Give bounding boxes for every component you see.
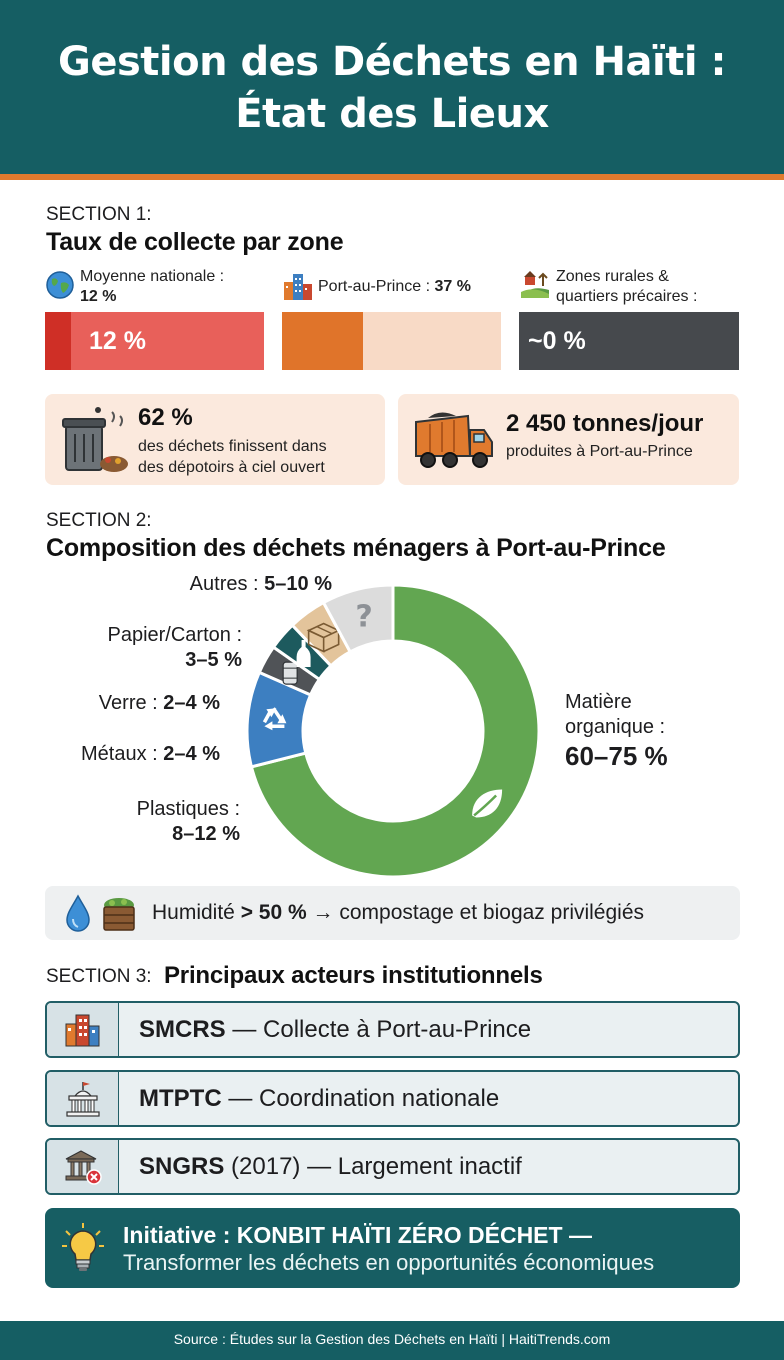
section-1-title: Taux de collecte par zone [46,228,344,256]
actor-mtptc-desc: — Coordination nationale [221,1085,500,1112]
actor-smcrs-desc: — Collecte à Port-au-Prince [225,1016,532,1043]
actor-mtptc-text: MTPTC — Coordination nationale [139,1085,499,1113]
city-icon [284,274,312,300]
label-other-value: 5–10 % [264,573,332,595]
actor-mtptc-acronym: MTPTC [139,1085,222,1112]
actor-icon-box [47,1140,119,1193]
metric-national-heading: Moyenne nationale : 12 % [80,267,224,307]
label-glass: Verre : 2–4 % [20,691,220,716]
actor-row-sngrs: SNGRS (2017) — Largement inactif [45,1138,740,1195]
humidity-text: Humidité > 50 % → compostage et biogaz p… [152,901,644,925]
humidity-value: > 50 % [240,901,307,924]
section-3-label: SECTION 3: [46,966,152,987]
actor-row-mtptc: MTPTC — Coordination nationale [45,1070,740,1127]
title-line-1: Gestion des Déchets en Haïti : [58,39,726,85]
recycle-icon [262,707,287,731]
collection-bar-national-text: 12 % [89,327,146,355]
stat-dumps-desc-line2: des dépotoirs à ciel ouvert [138,459,325,476]
label-other-name: Autres : [189,573,265,595]
label-organic: Matière organique : 60–75 % [565,690,668,772]
actor-smcrs-acronym: SMCRS [139,1016,226,1043]
initiative-title: Initiative : KONBIT HAÏTI ZÉRO DÉCHET — [123,1222,592,1248]
stat-tonnage-value: 2 450 tonnes/jour [506,410,704,437]
label-paper: Papier/Carton : 3–5 % [40,623,242,673]
section-2-title: Composition des déchets ménagers à Port-… [46,534,666,562]
section-3-title: Principaux acteurs institutionnels [164,962,543,989]
actor-row-smcrs: SMCRS — Collecte à Port-au-Prince [45,1001,740,1058]
section-1-label: SECTION 1: [46,204,152,225]
metric-pap-value: 37 % [434,278,471,295]
leaf-icon [472,789,503,818]
section-2-label: SECTION 2: [46,510,152,531]
label-organic-line2: organique : [565,716,666,738]
metric-rural-label-line2: quartiers précaires : [556,288,698,305]
donut-slice-mati-re-organique [249,583,541,879]
header-accent-stripe [0,174,784,180]
label-glass-name: Verre : [98,692,164,714]
label-metal: Métaux : 2–4 % [20,742,220,767]
stat-dumps-desc: des déchets finissent dans des dépotoirs… [138,436,327,478]
water-drop-icon [66,894,90,932]
garbage-truck-icon [415,412,493,468]
composition-donut-chart: ? [245,583,541,879]
footer-bar [0,1321,784,1360]
lightbulb-icon [62,1223,104,1271]
compost-bin-icon [103,898,135,931]
page-title: Gestion des Déchets en Haïti : État des … [0,36,784,140]
humidity-suffix: → compostage et biogaz privilégiés [306,901,645,924]
stat-dumps-desc-line1: des déchets finissent dans [138,438,327,455]
globe-icon [46,271,74,299]
collection-bar-pap [282,312,501,370]
metric-pap-heading: Port-au-Prince : 37 % [318,277,471,297]
actor-icon-box [47,1072,119,1125]
government-building-icon [66,1082,100,1117]
metric-rural-heading: Zones rurales & quartiers précaires : [556,267,697,307]
label-glass-value: 2–4 % [163,692,220,714]
svg-text:?: ? [355,600,372,635]
collection-bar-rural: ~0 % [519,312,739,370]
actor-sngrs-text: SNGRS (2017) — Largement inactif [139,1153,522,1181]
rural-icon [521,271,549,298]
label-other: Autres : 5–10 % [132,572,332,597]
humidity-prefix: Humidité [152,901,241,924]
trash-can-icon [62,407,128,472]
label-organic-value: 60–75 % [565,741,668,771]
metric-rural-label-line1: Zones rurales & [556,268,669,285]
initiative-banner [45,1208,740,1288]
actor-icon-box [47,1003,119,1056]
can-icon [282,661,298,685]
label-organic-line1: Matière [565,691,632,713]
donut-slice-autres [321,583,395,654]
buildings-icon [65,1014,100,1047]
metric-national-value: 12 % [80,288,117,305]
collection-bar-rural-text: ~0 % [528,327,586,355]
label-plastic: Plastiques : 8–12 % [40,797,240,847]
initiative-subtitle: Transformer les déchets en opportunités … [123,1250,655,1275]
title-line-2: État des Lieux [235,91,549,137]
collection-bar-pap-fill [282,312,364,370]
actor-smcrs-text: SMCRS — Collecte à Port-au-Prince [139,1016,531,1044]
label-paper-value: 3–5 % [185,649,242,671]
label-metal-value: 2–4 % [163,743,220,765]
label-paper-name: Papier/Carton : [107,624,242,646]
collection-bar-national: 12 % [45,312,264,370]
label-plastic-value: 8–12 % [172,823,240,845]
question-icon: ? [355,600,372,635]
label-plastic-name: Plastiques : [136,798,240,820]
metric-national-label: Moyenne nationale : [80,268,225,285]
footer-source: Source : Études sur la Gestion des Déche… [173,1331,611,1347]
metric-pap-label: Port-au-Prince : [318,278,431,295]
humidity-strip [45,886,740,940]
stat-dumps-value: 62 % [138,404,193,431]
stat-tonnage-desc: produites à Port-au-Prince [506,443,693,460]
actor-sngrs-desc: (2017) — Largement inactif [224,1153,522,1180]
collection-bar-national-fill [45,312,72,370]
inactive-institution-icon [65,1150,102,1185]
label-metal-name: Métaux : [81,743,164,765]
bottle-icon [296,639,311,667]
actor-sngrs-acronym: SNGRS [139,1153,225,1180]
header-banner [0,0,784,174]
